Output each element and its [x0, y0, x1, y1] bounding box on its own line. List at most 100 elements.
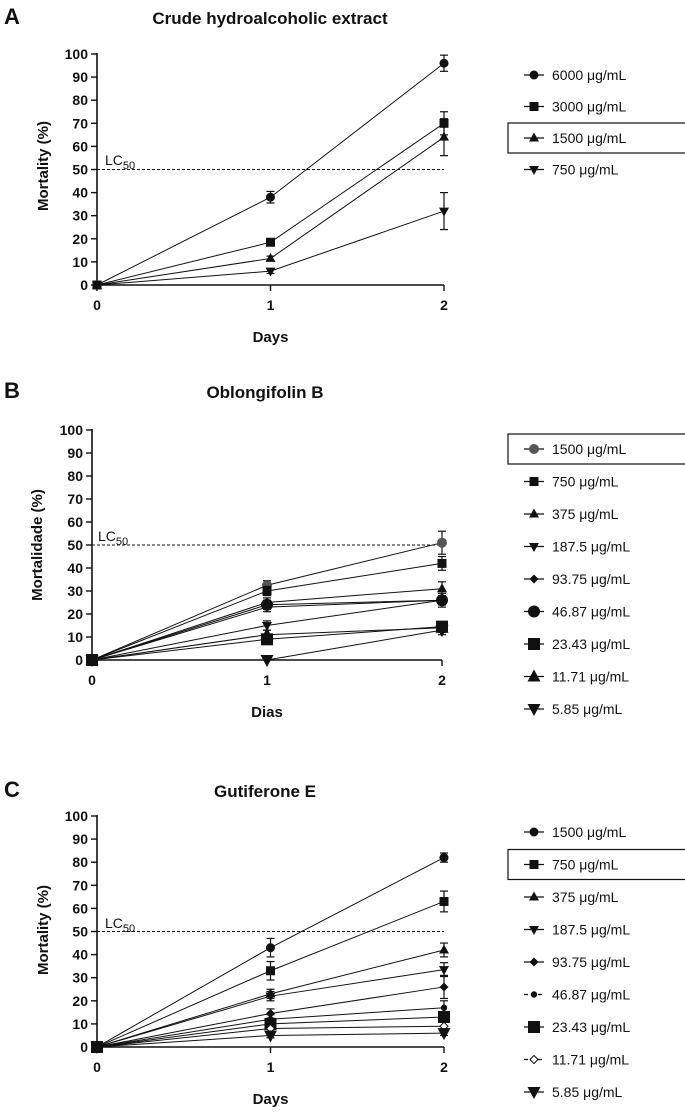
panel-b-title: Oblongifolin B — [206, 383, 323, 402]
panel-b-data-point — [437, 537, 447, 548]
panel-a-y-tick-label: 10 — [72, 254, 88, 270]
panel-b-data-point — [85, 655, 99, 667]
panel-c-x-tick-label: 2 — [440, 1059, 448, 1075]
panel-b-legend-label: 750 μg/mL — [552, 474, 619, 490]
panel-b-data-point — [262, 622, 272, 631]
panel-c-legend-label: 187.5 μg/mL — [552, 922, 630, 938]
panel-b-data-point — [437, 583, 447, 593]
panel-c-legend-marker — [527, 1087, 541, 1099]
panel-c-data-point — [266, 943, 275, 953]
panel-b-legend-label: 46.87 μg/mL — [552, 604, 630, 620]
panel-c-y-tick-label: 70 — [72, 877, 88, 893]
panel-b-legend-label: 1500 μg/mL — [552, 441, 626, 457]
panel-b-y-tick-label: 50 — [67, 537, 83, 553]
panel-c-legend-label: 93.75 μg/mL — [552, 954, 630, 970]
panel-c-y-axis-title: Mortality (%) — [35, 885, 52, 975]
panel-a-legend-label: 3000 μg/mL — [552, 99, 626, 115]
panel-b-legend-marker — [527, 704, 541, 716]
panel-c-data-point — [439, 966, 449, 976]
panel-c-data-point — [266, 1009, 275, 1019]
panel-c-legend-label: 1500 μg/mL — [552, 824, 626, 840]
panel-c-legend-label: 750 μg/mL — [552, 857, 619, 873]
panel-b-legend-label: 375 μg/mL — [552, 506, 619, 522]
panel-b-legend-label: 93.75 μg/mL — [552, 571, 630, 587]
panel-a-data-point — [439, 58, 449, 68]
panel-a-x-axis-title: Days — [253, 329, 289, 346]
panel-b-data-point — [260, 627, 274, 640]
panel-a-legend-label: 1500 μg/mL — [552, 130, 626, 146]
panel-c-data-point — [438, 1010, 450, 1023]
panel-b-legend-highlight-box — [507, 433, 685, 465]
panel-c-y-tick-label: 80 — [72, 854, 88, 870]
panel-c-data-point — [439, 982, 449, 992]
panel-b-y-tick-label: 0 — [75, 652, 83, 668]
panel-c-title: Gutiferone E — [214, 782, 316, 801]
panel-c-data-point — [437, 1028, 451, 1041]
panel-a-data-point — [92, 281, 102, 291]
panel-b-legend-marker — [528, 638, 540, 650]
panel-c-legend-marker — [528, 1021, 540, 1033]
panel-b: B Oblongifolin B 0 10 20 30 40 50 60 70 80 90 100 0 1 2… — [4, 378, 685, 721]
panel-a-title: Crude hydroalcoholic extract — [152, 9, 388, 28]
panel-a-y-tick-label: 60 — [72, 138, 88, 154]
panel-a-y-tick-label: 90 — [72, 69, 88, 85]
panel-c-legend-label: 5.85 μg/mL — [552, 1084, 623, 1100]
panel-a-data-point — [265, 267, 276, 277]
panel-a-x-tick-label: 1 — [267, 297, 275, 313]
panel-c-y-tick-label: 40 — [72, 947, 88, 963]
panel-c-legend-marker — [529, 926, 539, 935]
panel-a-x-tick-label: 0 — [93, 297, 101, 313]
panel-c: C Gutiferone E 0 10 20 30 40 50 60 70 80 90 100 0 1 2 Mo… — [4, 777, 685, 1108]
panel-c-series — [92, 852, 449, 1052]
panel-c-letter: C — [4, 777, 20, 802]
panel-a-y-tick-label: 30 — [72, 208, 88, 224]
panel-b-y-axis-title: Mortalidade (%) — [29, 489, 46, 601]
panel-a-legend-label: 6000 μg/mL — [552, 67, 626, 83]
panel-a-y-tick-label: 70 — [72, 115, 88, 131]
panel-c-series — [90, 1028, 451, 1054]
panel-c-data-point — [264, 1030, 277, 1043]
panel-c-y-tick-label: 30 — [72, 970, 88, 986]
panel-a-y-tick-label: 20 — [72, 231, 88, 247]
panel-a-legend-marker — [529, 132, 539, 142]
panel-b-y-tick-label: 20 — [67, 606, 83, 622]
panel-b-series — [87, 555, 447, 665]
panel-b-y-tick-label: 80 — [67, 468, 83, 484]
panel-c-legend-marker — [529, 827, 539, 837]
panel-c-legend-marker — [529, 891, 539, 901]
panel-a-legend-marker — [529, 102, 539, 111]
panel-b-y-tick-label: 100 — [60, 422, 84, 438]
panel-b-y-tick-label: 10 — [67, 629, 83, 645]
panel-c-y-tick-label: 10 — [72, 1016, 88, 1032]
panel-c-legend-label: 11.71 μg/mL — [552, 1052, 629, 1068]
panel-b-legend-label: 23.43 μg/mL — [552, 636, 630, 652]
panel-c-legend-label: 23.43 μg/mL — [552, 1019, 630, 1035]
panel-b-legend-label: 5.85 μg/mL — [552, 701, 623, 717]
panel-a-y-tick-label: 80 — [72, 92, 88, 108]
panel-c-y-tick-label: 100 — [65, 808, 89, 824]
panel-b-legend-marker — [529, 477, 539, 486]
panel-b-y-tick-label: 40 — [67, 560, 83, 576]
panel-b-data-point — [437, 558, 447, 568]
panel-c-data-point — [90, 1042, 104, 1054]
panel-c-legend-marker — [529, 860, 539, 869]
panel-b-legend-marker — [529, 444, 539, 454]
panel-b-legend-marker — [527, 669, 541, 682]
panel-a-legend-marker — [529, 166, 539, 175]
panel-b-legend-label: 187.5 μg/mL — [552, 539, 630, 555]
panel-c-x-tick-label: 0 — [93, 1059, 101, 1075]
panel-c-data-point — [265, 992, 276, 1002]
panel-c-x-axis-title: Days — [253, 1091, 289, 1108]
panel-a-series — [92, 192, 449, 291]
panel-c-legend-highlight-box — [507, 848, 685, 881]
panel-b-data-point — [436, 594, 448, 607]
panel-a-legend-label: 750 μg/mL — [552, 162, 619, 178]
panel-a-y-axis-title: Mortality (%) — [35, 121, 52, 211]
panel-a-data-point — [265, 252, 276, 262]
panel-c-data-point — [439, 896, 449, 906]
panel-b-data-point — [260, 655, 274, 667]
panel-b-letter: B — [4, 378, 20, 403]
panel-a-y-tick-label: 40 — [72, 185, 88, 201]
panel-a-y-tick-label: 0 — [80, 277, 88, 293]
